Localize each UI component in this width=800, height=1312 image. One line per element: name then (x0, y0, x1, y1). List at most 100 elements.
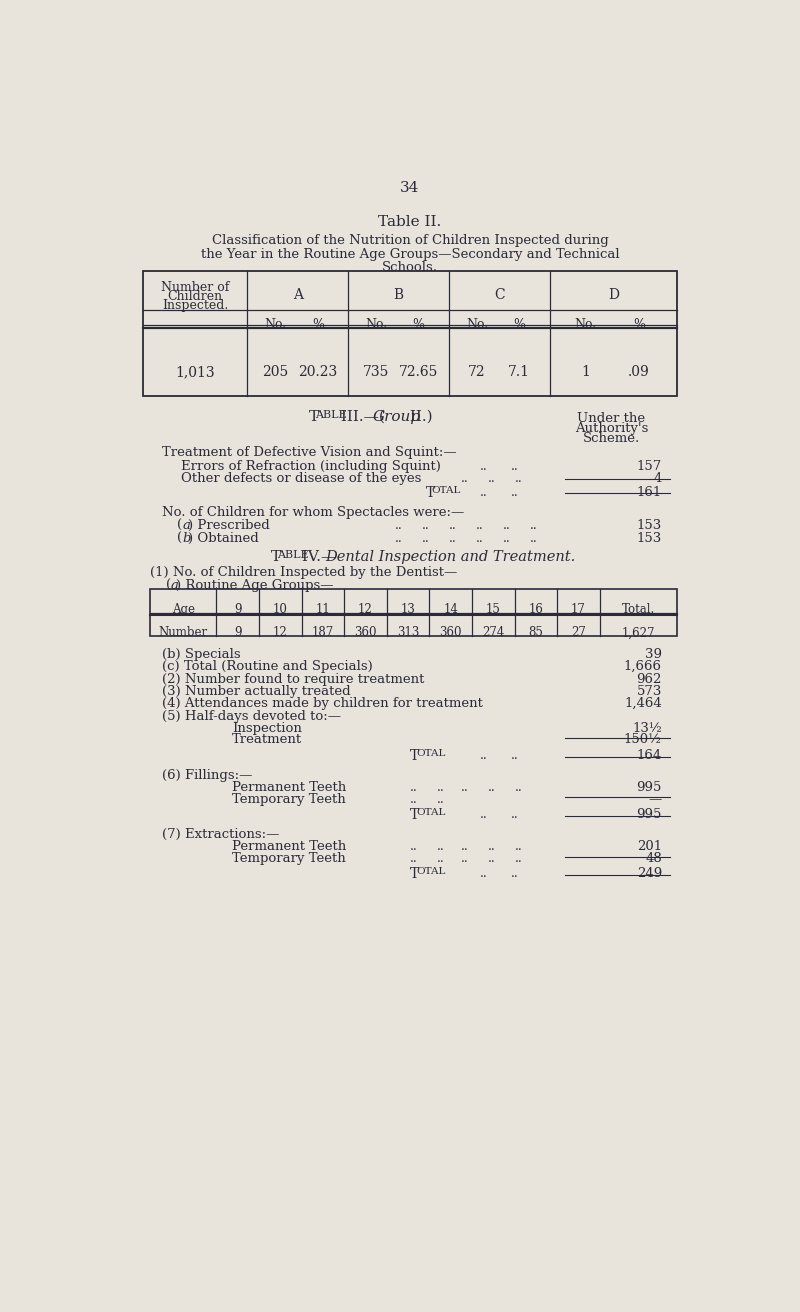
Text: ..: .. (480, 461, 487, 474)
Text: 995: 995 (637, 781, 662, 794)
Text: 14: 14 (443, 604, 458, 617)
Text: Classification of the Nutrition of Children Inspected during: Classification of the Nutrition of Child… (212, 235, 608, 248)
Text: (5) Half-days devoted to:—: (5) Half-days devoted to:— (162, 710, 341, 723)
Text: OTAL: OTAL (432, 487, 461, 495)
Text: ..: .. (510, 867, 518, 880)
Text: ..: .. (530, 531, 538, 544)
Text: No.: No. (574, 318, 596, 331)
Text: 153: 153 (637, 520, 662, 533)
Text: Errors of Refraction (including Squint): Errors of Refraction (including Squint) (182, 461, 442, 474)
Text: %: % (413, 318, 425, 331)
Text: ..: .. (476, 520, 484, 533)
Text: 39: 39 (645, 648, 662, 661)
Text: 573: 573 (637, 685, 662, 698)
Text: IV.—: IV.— (297, 550, 336, 564)
Text: 72: 72 (468, 365, 486, 379)
Text: ..: .. (514, 841, 522, 853)
Text: ..: .. (449, 531, 457, 544)
Text: (: ( (178, 531, 182, 544)
Text: (2) Number found to require treatment: (2) Number found to require treatment (162, 673, 424, 686)
Text: 9: 9 (234, 626, 242, 639)
Text: ..: .. (422, 531, 430, 544)
Text: No.: No. (264, 318, 286, 331)
Text: ) Prescribed: ) Prescribed (187, 520, 270, 533)
Text: 1,464: 1,464 (624, 697, 662, 710)
Text: OTAL: OTAL (416, 808, 446, 817)
Text: 157: 157 (637, 461, 662, 474)
Text: ..: .. (410, 781, 418, 794)
Text: —: — (649, 792, 662, 806)
Text: 20.23: 20.23 (298, 365, 338, 379)
Text: ..: .. (530, 520, 538, 533)
Text: 995: 995 (637, 808, 662, 821)
Text: 11: 11 (315, 604, 330, 617)
Text: ..: .. (510, 461, 518, 474)
Text: ABLE: ABLE (277, 550, 308, 560)
Text: No.: No. (365, 318, 387, 331)
Text: ..: .. (394, 531, 402, 544)
Text: 48: 48 (645, 851, 662, 865)
Text: Under the: Under the (578, 412, 646, 425)
Text: T: T (310, 409, 319, 424)
Text: ..: .. (410, 792, 418, 806)
Text: Group: Group (373, 409, 421, 424)
Text: ..: .. (480, 749, 487, 762)
Text: T: T (410, 808, 419, 823)
Text: ..: .. (503, 531, 510, 544)
Text: (7) Extractions:—: (7) Extractions:— (162, 828, 279, 841)
Text: Children: Children (167, 290, 222, 303)
Text: ..: .. (437, 792, 445, 806)
Text: ..: .. (510, 749, 518, 762)
Text: ..: .. (437, 781, 445, 794)
Text: Other defects or disease of the eyes: Other defects or disease of the eyes (182, 472, 422, 485)
Text: 9: 9 (234, 604, 242, 617)
Text: (b) Specials: (b) Specials (162, 648, 241, 661)
Text: 17: 17 (571, 604, 586, 617)
Text: ..: .. (410, 851, 418, 865)
Text: ..: .. (503, 520, 510, 533)
Text: II.): II.) (405, 409, 432, 424)
Text: Permanent Teeth: Permanent Teeth (232, 781, 346, 794)
Text: 27: 27 (571, 626, 586, 639)
Text: Temporary Teeth: Temporary Teeth (232, 851, 346, 865)
Text: ..: .. (460, 781, 468, 794)
Text: b: b (182, 531, 190, 544)
Text: Dental Inspection and Treatment.: Dental Inspection and Treatment. (325, 550, 575, 564)
Text: (6) Fillings:—: (6) Fillings:— (162, 769, 252, 782)
Text: 7.1: 7.1 (508, 365, 530, 379)
Text: D: D (608, 289, 619, 302)
Text: 962: 962 (637, 673, 662, 686)
Text: ..: .. (410, 841, 418, 853)
Text: ..: .. (437, 841, 445, 853)
Bar (150, 589, 678, 636)
Text: ..: .. (480, 867, 487, 880)
Text: ..: .. (487, 781, 495, 794)
Text: 15: 15 (486, 604, 501, 617)
Text: No. of Children for whom Spectacles were:—: No. of Children for whom Spectacles were… (162, 506, 464, 520)
Text: ) Obtained: ) Obtained (187, 531, 258, 544)
Text: A: A (293, 289, 302, 302)
Text: a: a (182, 520, 190, 533)
Text: ABLE: ABLE (315, 409, 347, 420)
Text: Number: Number (158, 626, 208, 639)
Text: 12: 12 (358, 604, 373, 617)
Text: %: % (312, 318, 324, 331)
Text: 313: 313 (397, 626, 419, 639)
Text: 1,627: 1,627 (622, 626, 655, 639)
Text: ..: .. (460, 851, 468, 865)
Text: (c) Total (Routine and Specials): (c) Total (Routine and Specials) (162, 660, 373, 673)
Text: ..: .. (487, 472, 495, 485)
Text: B: B (394, 289, 403, 302)
Text: ..: .. (514, 781, 522, 794)
Text: Age: Age (172, 604, 195, 617)
Text: No.: No. (466, 318, 488, 331)
Text: Temporary Teeth: Temporary Teeth (232, 792, 346, 806)
Text: ..: .. (476, 531, 484, 544)
Text: 164: 164 (637, 749, 662, 762)
Text: OTAL: OTAL (416, 749, 446, 758)
Text: 1,666: 1,666 (624, 660, 662, 673)
Text: ..: .. (480, 487, 487, 500)
Text: 4: 4 (654, 472, 662, 485)
Text: 10: 10 (273, 604, 288, 617)
Text: 13½: 13½ (632, 722, 662, 735)
